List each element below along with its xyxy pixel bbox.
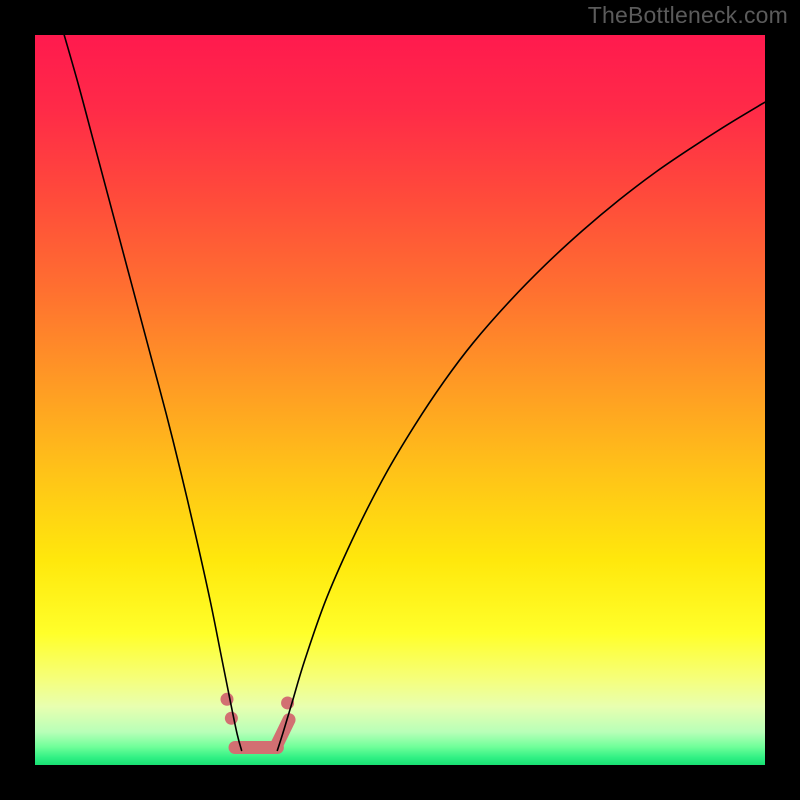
watermark-text: TheBottleneck.com — [588, 2, 788, 29]
chart-frame: TheBottleneck.com — [0, 0, 800, 800]
chart-svg — [35, 35, 765, 765]
plot-area — [35, 35, 765, 765]
gradient-background — [35, 35, 765, 765]
